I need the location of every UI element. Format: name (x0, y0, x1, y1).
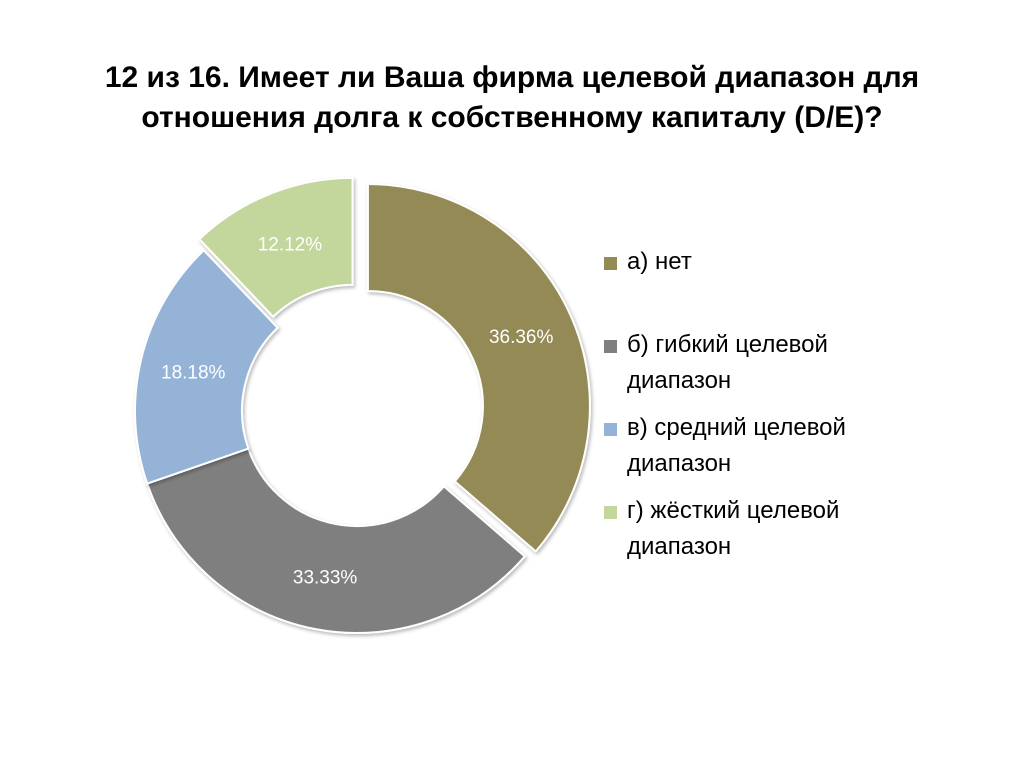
segment-no (366, 183, 591, 553)
data-label: 12.12% (258, 234, 323, 255)
segment-flexible (145, 447, 527, 634)
legend-swatch-no (604, 257, 617, 270)
legend-label-flexible: б) гибкий целевой диапазон (627, 327, 907, 399)
legend-label-line: б) гибкий целевой (627, 331, 828, 358)
slide-title: 12 из 16. Имеет ли Ваша фирма целевой ди… (40, 58, 984, 138)
data-label: 18.18% (161, 362, 226, 383)
legend-label-no: а) нет (627, 244, 907, 280)
legend-label-line: в) средний целевой (627, 414, 846, 441)
data-label: 36.36% (489, 327, 554, 348)
legend-label-line: а) нет (627, 248, 692, 275)
title-line-2: отношения долга к собственному капиталу … (141, 101, 883, 134)
legend-label-line: диапазон (627, 533, 732, 560)
legend-label-medium: в) средний целевой диапазон (627, 410, 907, 482)
segment-strict (197, 176, 354, 319)
donut-data-labels: 36.36% 33.33% 18.18% 12.12% (161, 234, 553, 588)
legend-label-line: г) жёсткий целевой (627, 497, 840, 524)
legend-swatch-strict (604, 506, 617, 519)
legend-label-strict: г) жёсткий целевой диапазон (627, 493, 907, 565)
donut-segments (134, 176, 591, 634)
title-line-1: 12 из 16. Имеет ли Ваша фирма целевой ди… (104, 61, 920, 94)
data-label: 33.33% (293, 567, 358, 588)
legend-swatch-medium (604, 423, 617, 436)
legend-label-line: диапазон (627, 367, 732, 394)
legend-label-line: диапазон (627, 450, 732, 477)
segment-medium (134, 248, 280, 485)
legend-swatch-flexible (604, 340, 617, 353)
